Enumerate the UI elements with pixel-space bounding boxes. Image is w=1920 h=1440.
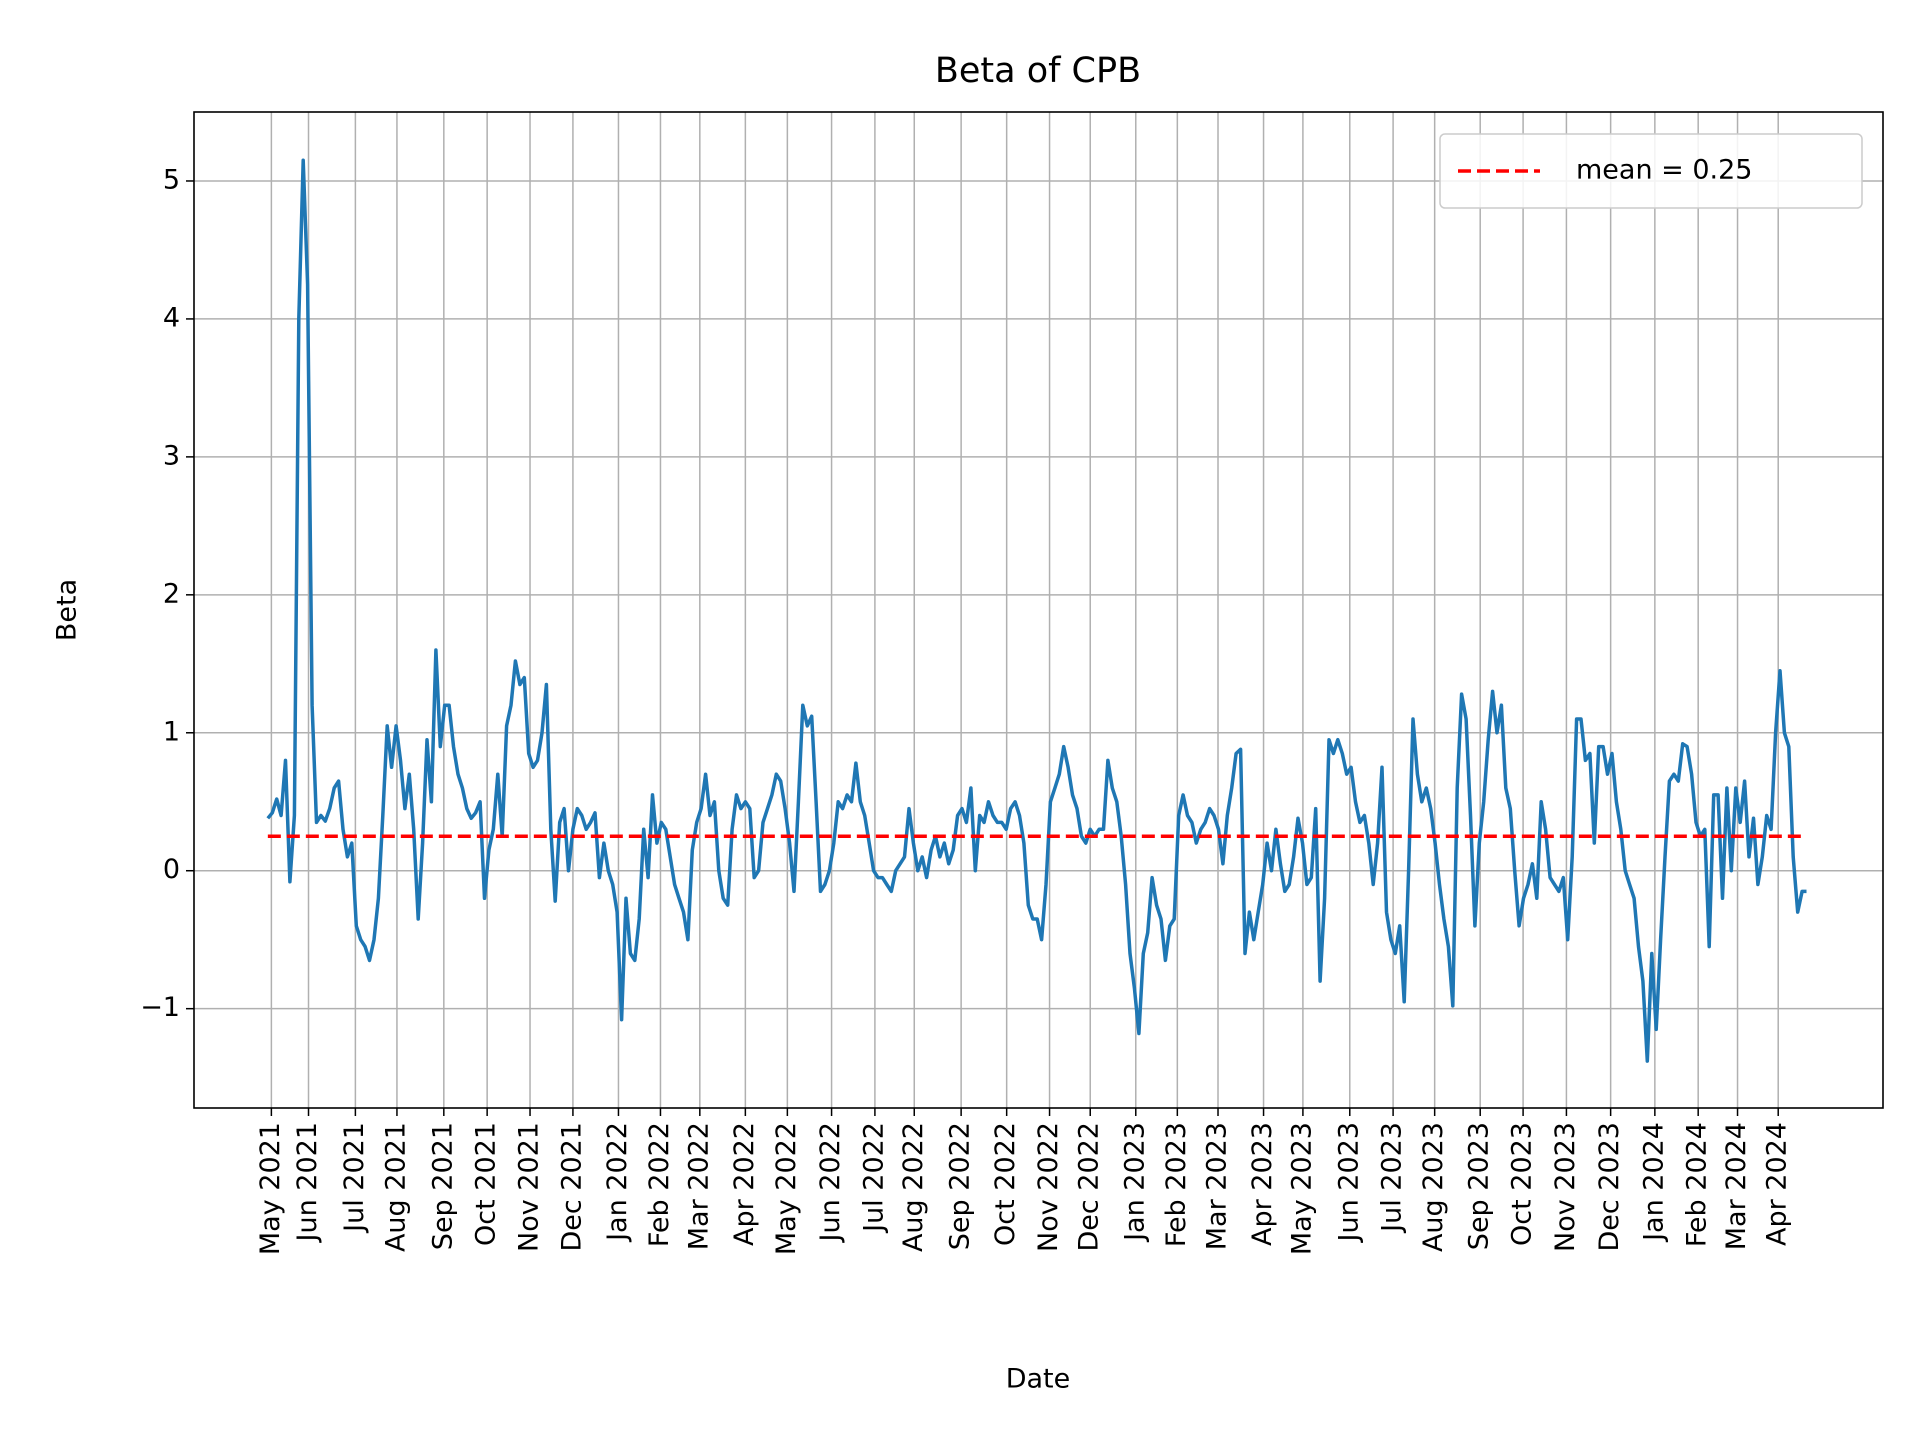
x-tick-label: Oct 2023 xyxy=(1507,1122,1538,1246)
x-tick-label: Sep 2023 xyxy=(1464,1122,1495,1250)
x-tick-label: Feb 2023 xyxy=(1161,1122,1192,1247)
data-line xyxy=(266,158,1807,1063)
y-tick-label: 0 xyxy=(163,854,180,885)
x-tick-label: Apr 2024 xyxy=(1762,1122,1793,1246)
x-tick-label: Nov 2021 xyxy=(514,1122,545,1252)
x-tick-label: Jan 2024 xyxy=(1638,1122,1669,1243)
y-tick-label: 4 xyxy=(163,302,180,333)
x-tick-label: Dec 2022 xyxy=(1074,1122,1105,1252)
x-tick-label: Jan 2023 xyxy=(1119,1122,1150,1243)
x-tick-label: Jul 2023 xyxy=(1377,1122,1408,1234)
y-tick-label: −1 xyxy=(140,992,180,1023)
y-tick-label: 3 xyxy=(163,440,180,471)
y-tick-label: 1 xyxy=(163,716,180,747)
x-tick-label: Sep 2022 xyxy=(945,1122,976,1250)
x-tick-label: Nov 2022 xyxy=(1033,1122,1064,1252)
chart-title: Beta of CPB xyxy=(935,51,1141,91)
x-tick-label: Feb 2024 xyxy=(1682,1122,1713,1247)
x-tick-label: May 2023 xyxy=(1286,1122,1317,1255)
y-tick-label: 5 xyxy=(163,164,180,195)
labels: −1 0 1 2 3 4 5 May 2021 Jun 2021 Jul 2021 Aug 2021… xyxy=(140,164,1793,1255)
x-tick-label: Apr 2022 xyxy=(729,1122,760,1246)
legend-label: mean = 0.25 xyxy=(1576,155,1752,186)
plot-area xyxy=(266,158,1807,1063)
x-tick-label: Aug 2022 xyxy=(898,1122,929,1252)
x-tick-label: Jun 2023 xyxy=(1333,1122,1364,1243)
x-tick-label: Sep 2021 xyxy=(427,1122,458,1250)
x-tick-label: Jul 2022 xyxy=(858,1122,889,1234)
y-tick-label: 2 xyxy=(163,578,180,609)
x-tick-label: Jan 2022 xyxy=(602,1122,633,1243)
x-tick-label: Jul 2021 xyxy=(339,1122,370,1234)
x-tick-label: Nov 2023 xyxy=(1550,1122,1581,1252)
x-tick-label: Oct 2022 xyxy=(990,1122,1021,1246)
x-tick-label: Mar 2022 xyxy=(683,1122,714,1250)
x-tick-label: May 2022 xyxy=(771,1122,802,1255)
x-tick-label: Aug 2023 xyxy=(1418,1122,1449,1252)
x-tick-label: Dec 2023 xyxy=(1594,1122,1625,1252)
axes-frame xyxy=(193,111,1884,1109)
x-axis-label: Date xyxy=(1006,1364,1071,1395)
x-tick-label: Dec 2021 xyxy=(556,1122,587,1252)
x-tick-label: Mar 2023 xyxy=(1202,1122,1233,1250)
x-tick-label: Oct 2021 xyxy=(471,1122,502,1246)
y-axis-label: Beta xyxy=(52,579,83,641)
x-tick-label: Jun 2022 xyxy=(815,1122,846,1243)
x-tick-label: Aug 2021 xyxy=(380,1122,411,1252)
x-tick-label: Feb 2022 xyxy=(644,1122,675,1247)
x-tick-label: Jun 2021 xyxy=(292,1122,323,1243)
legend: mean = 0.25 xyxy=(1439,133,1863,209)
legend-box xyxy=(1439,133,1863,209)
x-tick-label: Mar 2024 xyxy=(1721,1122,1752,1250)
x-tick-label: May 2021 xyxy=(255,1122,286,1255)
x-tick-label: Apr 2023 xyxy=(1247,1122,1278,1246)
